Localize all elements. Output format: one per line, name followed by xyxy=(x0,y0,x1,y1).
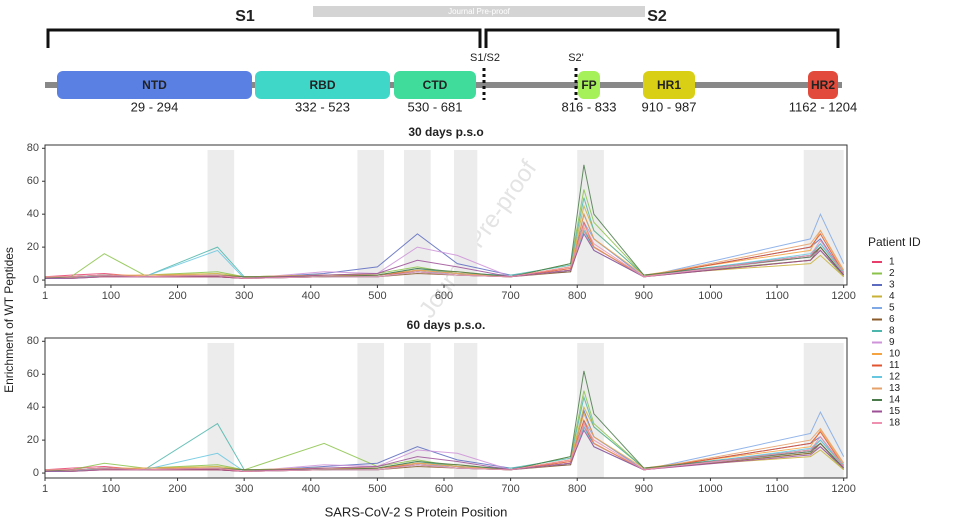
domain-label: HR2 xyxy=(811,78,835,92)
y-tick-label: 20 xyxy=(27,241,39,253)
shaded-region xyxy=(404,150,431,285)
cleavage-label: S1/S2 xyxy=(470,52,500,64)
panel-title: 30 days p.s.o xyxy=(408,125,483,139)
y-tick-label: 80 xyxy=(27,142,39,154)
y-tick-label: 0 xyxy=(33,274,39,286)
domain-label: HR1 xyxy=(657,78,681,92)
domain-range: 1162 - 1204 xyxy=(789,99,857,114)
legend-label: 10 xyxy=(889,349,901,360)
legend-label: 12 xyxy=(889,372,901,383)
legend-label: 1 xyxy=(889,257,895,268)
x-tick-label: 200 xyxy=(168,483,186,495)
plot-frame xyxy=(44,337,848,479)
x-tick-label: 900 xyxy=(635,483,653,495)
legend-label: 2 xyxy=(889,268,895,279)
panel-title: 60 days p.s.o. xyxy=(407,318,486,332)
series-line xyxy=(45,222,845,279)
y-tick-label: 60 xyxy=(27,175,39,187)
x-tick-label: 400 xyxy=(302,483,320,495)
y-tick-label: 40 xyxy=(27,401,39,413)
x-tick-label: 700 xyxy=(501,290,519,302)
legend-title: Patient ID xyxy=(868,235,921,249)
domain-label: NTD xyxy=(142,78,167,92)
legend-label: 6 xyxy=(889,314,895,325)
series-line xyxy=(44,226,845,279)
shaded-region xyxy=(453,150,478,285)
legend-label: 8 xyxy=(889,326,895,337)
shaded-region xyxy=(207,150,235,285)
legend-label: 14 xyxy=(889,395,901,406)
x-tick-label: 1000 xyxy=(698,290,722,302)
x-tick-label: 800 xyxy=(568,290,586,302)
x-tick-label: 700 xyxy=(501,483,519,495)
x-tick-label: 1100 xyxy=(765,483,789,495)
cleavage-label: S2' xyxy=(568,52,584,64)
y-tick-label: 40 xyxy=(27,208,39,220)
domain-range: 29 - 294 xyxy=(131,99,179,114)
legend-label: 4 xyxy=(889,291,895,302)
x-tick-label: 500 xyxy=(368,290,386,302)
x-tick-label: 1000 xyxy=(698,483,722,495)
banner xyxy=(313,6,645,17)
s1-label: S1 xyxy=(235,8,255,25)
domain-box xyxy=(578,71,600,99)
legend-label: 15 xyxy=(889,406,901,417)
x-tick-label: 600 xyxy=(435,290,453,302)
legend-label: 18 xyxy=(889,418,901,429)
legend-label: 13 xyxy=(889,383,901,394)
shaded-region xyxy=(357,150,385,285)
legend-label: 11 xyxy=(889,360,900,371)
domain-box xyxy=(808,71,838,99)
x-tick-label: 1200 xyxy=(831,290,855,302)
x-tick-label: 900 xyxy=(635,290,653,302)
legend-label: 9 xyxy=(889,337,895,348)
x-tick-label: 1 xyxy=(42,483,48,495)
domain-label: FP xyxy=(581,78,596,92)
domain-label: RBD xyxy=(310,78,336,92)
x-tick-label: 400 xyxy=(302,290,320,302)
x-tick-label: 1 xyxy=(42,290,48,302)
x-tick-label: 100 xyxy=(102,290,120,302)
domain-box xyxy=(643,71,695,99)
x-tick-label: 600 xyxy=(435,483,453,495)
series-line xyxy=(45,422,845,472)
y-axis-label: Enrichment of WT Peptides xyxy=(2,247,16,393)
shaded-region xyxy=(577,343,604,478)
banner-text: Journal Pre-proof xyxy=(448,7,511,16)
legend-label: 5 xyxy=(889,303,895,314)
bracket xyxy=(46,28,840,48)
domain-box xyxy=(57,71,252,99)
domains: NTD 29 - 294 RBD 332 - 523 CTD 530 - 681 FP 816… xyxy=(57,71,857,114)
x-tick-label: 800 xyxy=(568,483,586,495)
s2-label: S2 xyxy=(647,8,667,25)
watermark: Journal Pre-proof xyxy=(414,155,543,323)
plot-frame xyxy=(44,144,848,286)
domain-range: 910 - 987 xyxy=(642,99,697,114)
y-tick-label: 0 xyxy=(33,467,39,479)
domain-range: 816 - 833 xyxy=(562,99,617,114)
shaded-region xyxy=(357,343,385,478)
y-tick-label: 20 xyxy=(27,434,39,446)
x-tick-label: 100 xyxy=(102,483,120,495)
x-tick-label: 200 xyxy=(168,290,186,302)
shaded-region xyxy=(404,343,431,478)
x-tick-label: 1200 xyxy=(831,483,855,495)
domain-box xyxy=(255,71,390,99)
shaded-region xyxy=(453,343,478,478)
y-tick-label: 80 xyxy=(27,335,39,347)
x-tick-label: 1100 xyxy=(765,290,789,302)
x-tick-label: 300 xyxy=(235,483,253,495)
domain-label: CTD xyxy=(423,78,448,92)
x-axis-label: SARS-CoV-2 S Protein Position xyxy=(325,504,508,519)
x-tick-label: 500 xyxy=(368,483,386,495)
domain-box xyxy=(394,71,476,99)
legend-label: 3 xyxy=(889,280,895,291)
y-tick-label: 60 xyxy=(27,368,39,380)
domain-range: 332 - 523 xyxy=(295,99,350,114)
domain-range: 530 - 681 xyxy=(408,99,463,114)
x-tick-label: 300 xyxy=(235,290,253,302)
shaded-region xyxy=(207,343,235,478)
